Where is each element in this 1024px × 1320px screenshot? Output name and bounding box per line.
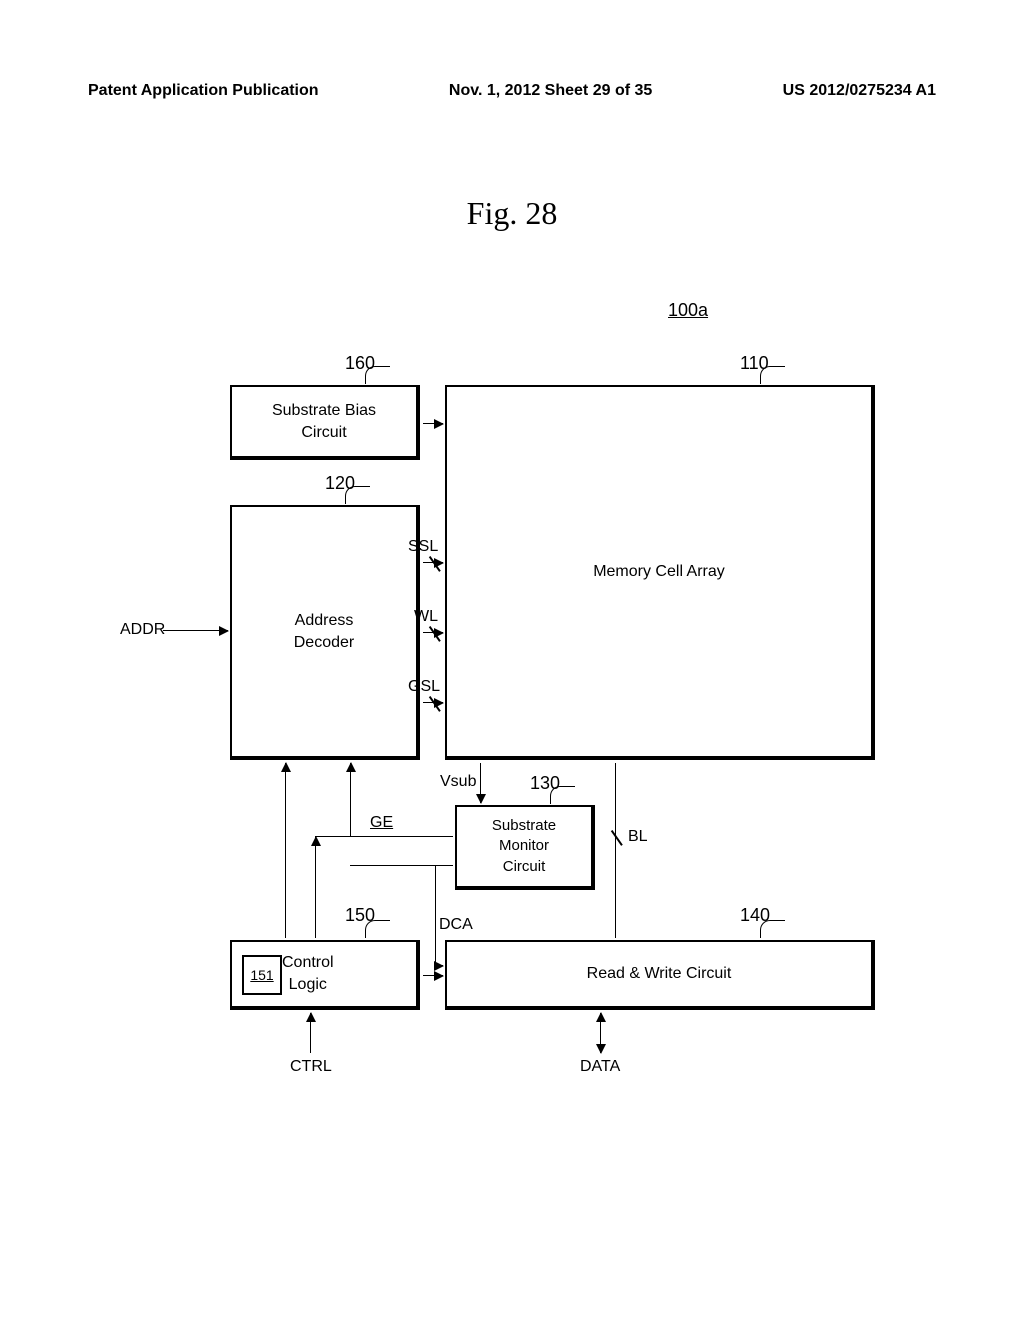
- wire-ctrl: [310, 1013, 311, 1053]
- signal-ctrl: CTRL: [290, 1058, 332, 1076]
- block-substrate-monitor: Substrate Monitor Circuit: [455, 805, 595, 890]
- wire-150-120: [285, 763, 286, 938]
- wire-150-140: [423, 975, 443, 976]
- page-header: Patent Application Publication Nov. 1, 2…: [88, 82, 936, 100]
- block-substrate-monitor-label: Substrate Monitor Circuit: [492, 816, 556, 877]
- figure-title: Fig. 28: [0, 195, 1024, 232]
- signal-wl: WL: [414, 608, 438, 626]
- signal-ssl: SSL: [408, 538, 438, 556]
- wire-bl: [615, 763, 616, 938]
- wire-150-branch2: [315, 837, 316, 938]
- lead-120: [345, 486, 370, 504]
- header-date-sheet: Nov. 1, 2012 Sheet 29 of 35: [449, 82, 652, 100]
- block-control-logic-label: Control Logic: [282, 952, 334, 995]
- refnum-151: 151: [250, 967, 273, 983]
- lead-150: [365, 920, 390, 938]
- signal-bl: BL: [628, 828, 648, 846]
- block-substrate-bias-label: Substrate Bias Circuit: [272, 400, 376, 443]
- header-publication: Patent Application Publication: [88, 82, 319, 100]
- block-memory-cell-array: Memory Cell Array: [445, 385, 875, 760]
- slash-bl: [608, 830, 622, 844]
- wire-ge-v: [350, 763, 351, 836]
- signal-dca: DCA: [439, 916, 473, 934]
- wire-130-lowerh: [350, 865, 453, 866]
- signal-data: DATA: [580, 1058, 620, 1076]
- wire-addr: [163, 630, 228, 631]
- block-read-write-label: Read & Write Circuit: [587, 963, 732, 985]
- wire-ge-h: [350, 836, 453, 837]
- block-address-decoder-label: Address Decoder: [294, 610, 354, 653]
- block-151: 151: [242, 955, 282, 995]
- slash-gsl: [426, 696, 440, 710]
- lead-110: [760, 366, 785, 384]
- wire-data: [600, 1013, 601, 1053]
- wire-150-branch2-h: [315, 836, 351, 837]
- wire-dca-v: [435, 865, 436, 965]
- wire-dca-into140: [435, 965, 443, 966]
- header-pub-number: US 2012/0275234 A1: [783, 82, 936, 100]
- lead-130: [550, 786, 575, 804]
- block-address-decoder: Address Decoder: [230, 505, 420, 760]
- slash-wl: [426, 626, 440, 640]
- lead-160: [365, 366, 390, 384]
- wire-vsub: [480, 763, 481, 803]
- block-memory-cell-array-label: Memory Cell Array: [593, 561, 725, 583]
- ref-100a: 100a: [668, 300, 708, 321]
- slash-ssl: [426, 556, 440, 570]
- block-substrate-bias: Substrate Bias Circuit: [230, 385, 420, 460]
- wire-160-110: [423, 423, 443, 424]
- signal-vsub: Vsub: [440, 773, 476, 791]
- signal-addr: ADDR: [120, 621, 165, 639]
- block-diagram: 100a Substrate Bias Circuit 160 Address …: [130, 280, 890, 1080]
- lead-140: [760, 920, 785, 938]
- block-read-write: Read & Write Circuit: [445, 940, 875, 1010]
- signal-gsl: GSL: [408, 678, 440, 696]
- signal-ge: GE: [370, 814, 393, 832]
